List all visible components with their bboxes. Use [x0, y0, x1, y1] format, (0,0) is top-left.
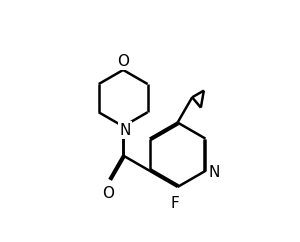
- Text: F: F: [170, 196, 179, 211]
- Text: N: N: [208, 165, 220, 180]
- Text: O: O: [117, 54, 129, 69]
- Text: N: N: [119, 122, 131, 137]
- Text: O: O: [102, 186, 114, 201]
